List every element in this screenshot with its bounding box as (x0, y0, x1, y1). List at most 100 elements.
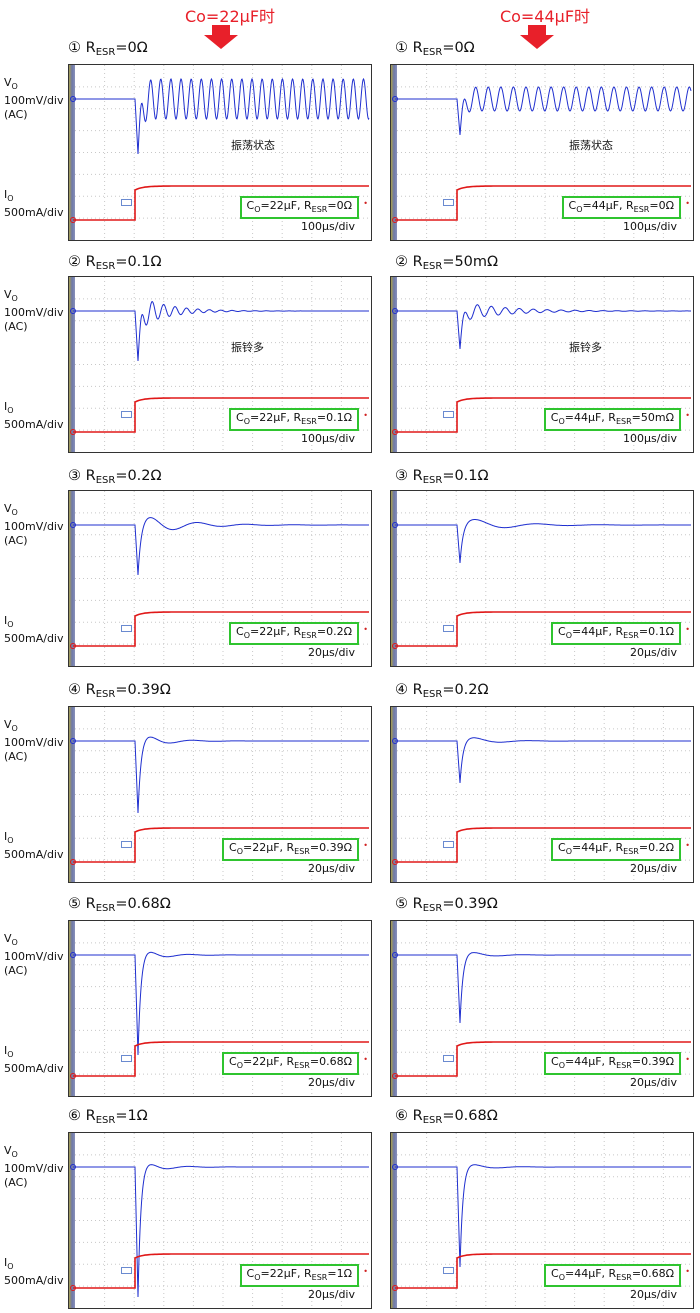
vo-axis-label: VO 100mV/div (AC) (4, 288, 64, 334)
io-trace (73, 1041, 369, 1077)
vo-ground-marker (70, 308, 76, 314)
panel-title: ⑥ RESR=0.68Ω (395, 1108, 498, 1126)
io-trace (395, 185, 691, 221)
io-axis-label: IO 500mA/div (4, 830, 64, 862)
panel-title: ② RESR=0.1Ω (68, 254, 162, 272)
time-per-div: 20μs/div (308, 862, 355, 875)
io-trace (395, 397, 691, 433)
time-per-div: 20μs/div (308, 646, 355, 659)
io-trace (395, 611, 691, 647)
io-ground-marker (392, 1073, 398, 1079)
trigger-tag (121, 1055, 132, 1062)
trigger-tag (443, 1055, 454, 1062)
scope-left-strip (391, 491, 397, 666)
trigger-tag (121, 625, 132, 632)
oscilloscope-panel: • 振铃多 CO=44μF, RESR=50mΩ 100μs/div (390, 276, 694, 453)
vo-trace (73, 736, 369, 814)
panel-title: ① RESR=0Ω (395, 40, 475, 58)
io-ground-marker (392, 643, 398, 649)
oscilloscope-panel: • CO=22μF, RESR=1Ω 20μs/div (68, 1132, 372, 1309)
oscilloscope-panel: • CO=22μF, RESR=0.68Ω 20μs/div (68, 920, 372, 1097)
panel-title: ⑤ RESR=0.68Ω (68, 896, 171, 914)
trigger-level-marker: • (363, 199, 368, 208)
trigger-level-marker: • (363, 841, 368, 850)
vo-ground-marker (392, 308, 398, 314)
vo-axis-label: VO 100mV/div (AC) (4, 502, 64, 548)
scope-left-strip (391, 1133, 397, 1308)
scope-traces (70, 491, 371, 666)
vo-axis-label: VO 100mV/div (AC) (4, 718, 64, 764)
trigger-level-marker: • (685, 1267, 690, 1276)
config-badge: CO=44μF, RESR=0.2Ω (551, 838, 681, 862)
vo-ground-marker (392, 522, 398, 528)
panel-title: ③ RESR=0.2Ω (68, 468, 162, 486)
io-trace (73, 611, 369, 647)
io-axis-label: IO 500mA/div (4, 1256, 64, 1288)
trigger-level-marker: • (685, 1055, 690, 1064)
config-badge: CO=22μF, RESR=0.2Ω (229, 622, 359, 646)
io-trace (73, 185, 369, 221)
io-trace (395, 1041, 691, 1077)
oscilloscope-panel: • 振铃多 CO=22μF, RESR=0.1Ω 100μs/div (68, 276, 372, 453)
vo-trace (73, 951, 369, 1056)
panel-title: ① RESR=0Ω (68, 40, 148, 58)
config-badge: CO=22μF, RESR=0.1Ω (229, 408, 359, 432)
vo-trace (73, 517, 369, 576)
io-ground-marker (392, 429, 398, 435)
time-per-div: 100μs/div (623, 220, 677, 233)
scope-grid (75, 277, 371, 452)
vo-trace (395, 952, 691, 1024)
oscilloscope-panel: • CO=44μF, RESR=0.1Ω 20μs/div (390, 490, 694, 667)
config-badge: CO=22μF, RESR=0.68Ω (222, 1052, 359, 1076)
vo-ground-marker (392, 738, 398, 744)
vo-ground-marker (70, 1164, 76, 1170)
vo-ground-marker (392, 1164, 398, 1170)
scope-traces (70, 707, 371, 882)
scope-traces (392, 491, 693, 666)
oscilloscope-panel: • CO=44μF, RESR=0.39Ω 20μs/div (390, 920, 694, 1097)
oscilloscope-panel: • CO=22μF, RESR=0.2Ω 20μs/div (68, 490, 372, 667)
scope-traces (70, 1133, 371, 1308)
scope-grid (397, 65, 693, 240)
panel-title: ⑤ RESR=0.39Ω (395, 896, 498, 914)
scope-left-strip (69, 277, 75, 452)
io-axis-label: IO 500mA/div (4, 614, 64, 646)
scope-traces (392, 65, 693, 240)
scope-left-strip (69, 491, 75, 666)
io-ground-marker (70, 1285, 76, 1291)
trigger-tag (443, 625, 454, 632)
panel-annotation: 振荡状态 (569, 139, 613, 152)
vo-ground-marker (70, 96, 76, 102)
time-per-div: 100μs/div (623, 432, 677, 445)
oscilloscope-panel: • 振荡状态 CO=22μF, RESR=0Ω 100μs/div (68, 64, 372, 241)
scope-left-strip (69, 1133, 75, 1308)
trigger-level-marker: • (685, 411, 690, 420)
io-ground-marker (70, 429, 76, 435)
trigger-tag (443, 411, 454, 418)
io-ground-marker (70, 1073, 76, 1079)
config-badge: CO=22μF, RESR=1Ω (239, 1264, 359, 1288)
scope-left-strip (391, 65, 397, 240)
panel-annotation: 振荡状态 (231, 139, 275, 152)
time-per-div: 20μs/div (630, 646, 677, 659)
scope-traces (70, 277, 371, 452)
vo-trace (73, 301, 369, 362)
trigger-level-marker: • (363, 1055, 368, 1064)
config-badge: CO=44μF, RESR=0.39Ω (544, 1052, 681, 1076)
config-badge: CO=44μF, RESR=0Ω (561, 196, 681, 220)
oscilloscope-panel: • CO=22μF, RESR=0.39Ω 20μs/div (68, 706, 372, 883)
config-badge: CO=44μF, RESR=0.1Ω (551, 622, 681, 646)
trigger-tag (121, 1267, 132, 1274)
panel-annotation: 振铃多 (231, 341, 264, 354)
vo-trace (395, 86, 692, 136)
trigger-tag (121, 411, 132, 418)
scope-grid (397, 707, 693, 882)
io-trace (73, 1253, 369, 1289)
trigger-tag (443, 841, 454, 848)
panel-title: ④ RESR=0.39Ω (68, 682, 171, 700)
io-ground-marker (70, 643, 76, 649)
vo-ground-marker (70, 952, 76, 958)
down-arrow-icon (204, 25, 238, 49)
panel-title: ④ RESR=0.2Ω (395, 682, 489, 700)
trigger-tag (443, 199, 454, 206)
